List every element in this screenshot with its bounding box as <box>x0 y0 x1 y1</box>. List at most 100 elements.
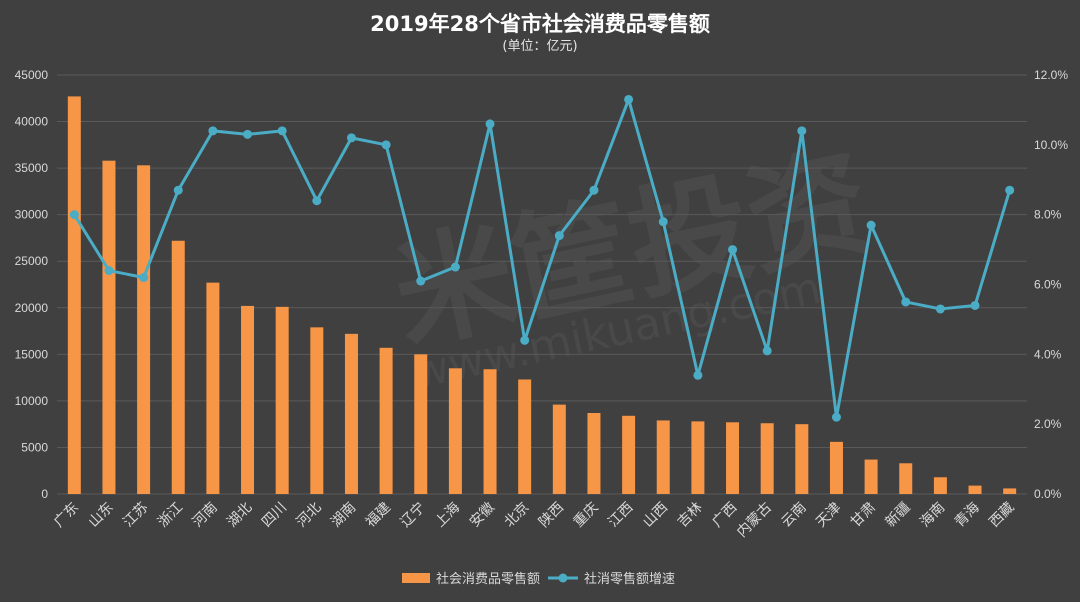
bar <box>552 404 566 494</box>
bar <box>864 459 878 494</box>
bar <box>1003 488 1017 494</box>
x-category-label: 山东 <box>86 500 117 531</box>
line-point <box>693 370 703 380</box>
x-category-label: 湖南 <box>328 500 359 531</box>
y-left-tick-label: 20000 <box>15 301 49 315</box>
x-category-label: 江西 <box>605 500 636 531</box>
bar <box>622 415 636 494</box>
bar <box>102 160 116 494</box>
x-category-label: 安徽 <box>467 500 498 531</box>
bar <box>691 421 705 494</box>
x-category-label: 吉林 <box>675 500 706 531</box>
x-category-label: 河北 <box>294 500 325 531</box>
line-point <box>139 273 149 283</box>
legend-swatch-bar <box>402 573 430 583</box>
line-point <box>797 126 807 136</box>
legend-label-bar: 社会消费品零售额 <box>436 571 540 587</box>
line-point <box>901 297 911 307</box>
line-point <box>69 210 79 220</box>
line-point <box>970 300 980 310</box>
y-right-tick-label: 12.0% <box>1034 68 1068 82</box>
x-category-label: 山西 <box>640 500 671 531</box>
y-left-tick-label: 5000 <box>21 440 48 454</box>
bar <box>137 165 151 494</box>
x-category-label: 西藏 <box>986 500 1017 531</box>
line-point <box>520 335 530 345</box>
line-point <box>866 220 876 230</box>
line-point <box>208 126 218 136</box>
bar <box>67 96 81 494</box>
bar <box>483 369 497 494</box>
x-category-label: 浙江 <box>155 500 186 531</box>
bar <box>656 420 670 494</box>
line-point <box>381 140 391 150</box>
line-point <box>173 185 183 195</box>
x-category-label: 河南 <box>190 500 221 531</box>
x-category-label: 湖北 <box>224 500 255 531</box>
y-left-tick-label: 15000 <box>15 347 49 361</box>
line-point <box>243 129 253 139</box>
y-left-tick-label: 0 <box>41 487 48 501</box>
bar <box>414 354 428 494</box>
line-point <box>312 196 322 206</box>
bar <box>587 412 601 494</box>
line-point <box>346 133 356 143</box>
x-category-label: 广东 <box>51 500 82 531</box>
bar <box>310 327 324 494</box>
y-right-tick-label: 8.0% <box>1034 208 1062 222</box>
x-category-label: 天津 <box>813 500 844 531</box>
bar <box>795 424 809 494</box>
y-right-tick-label: 4.0% <box>1034 347 1062 361</box>
x-category-label: 福建 <box>363 500 394 531</box>
line-point <box>935 304 945 314</box>
bar <box>275 306 289 494</box>
bar <box>518 379 532 494</box>
x-category-label: 重庆 <box>571 500 602 531</box>
y-left-tick-label: 40000 <box>15 115 49 129</box>
line-point <box>658 217 668 227</box>
line-point <box>624 94 634 104</box>
x-category-label: 广西 <box>709 500 740 531</box>
bar <box>829 441 843 494</box>
bar <box>344 333 358 494</box>
x-category-label: 青海 <box>952 500 983 531</box>
bar <box>968 485 982 494</box>
y-left-tick-label: 45000 <box>15 68 49 82</box>
y-left-tick-label: 30000 <box>15 208 49 222</box>
line-point <box>485 119 495 129</box>
x-category-label: 江苏 <box>120 500 151 531</box>
x-category-label: 辽宁 <box>397 499 429 531</box>
line-point <box>450 262 460 272</box>
line-point <box>728 245 738 255</box>
y-left-tick-label: 25000 <box>15 254 49 268</box>
bar <box>726 422 740 494</box>
y-right-tick-label: 6.0% <box>1034 278 1062 292</box>
y-right-tick-label: 0.0% <box>1034 487 1062 501</box>
x-category-label: 陕西 <box>536 500 567 531</box>
x-category-label: 北京 <box>501 500 532 531</box>
growth-line <box>73 97 1012 419</box>
bar <box>933 477 947 494</box>
bar <box>379 347 393 494</box>
y-left-tick-label: 35000 <box>15 161 49 175</box>
x-category-label: 上海 <box>432 500 463 531</box>
y-right-tick-label: 10.0% <box>1034 138 1068 152</box>
line-point <box>589 185 599 195</box>
x-category-label: 甘肃 <box>848 500 879 531</box>
line-point <box>416 276 426 286</box>
bar <box>448 368 462 494</box>
bar <box>206 282 220 494</box>
line-point <box>831 412 841 422</box>
bar <box>241 305 255 494</box>
x-category-label: 云南 <box>779 500 810 531</box>
x-category-label: 新疆 <box>882 500 913 531</box>
x-category-label: 海南 <box>917 500 948 531</box>
legend-swatch-marker <box>558 573 568 583</box>
bar <box>899 463 913 494</box>
x-category-label: 四川 <box>259 500 290 531</box>
chart-title: 2019年28个省市社会消费品零售额 <box>370 12 710 36</box>
chart-subtitle: (单位：亿元) <box>502 39 578 54</box>
line-point <box>277 126 287 136</box>
